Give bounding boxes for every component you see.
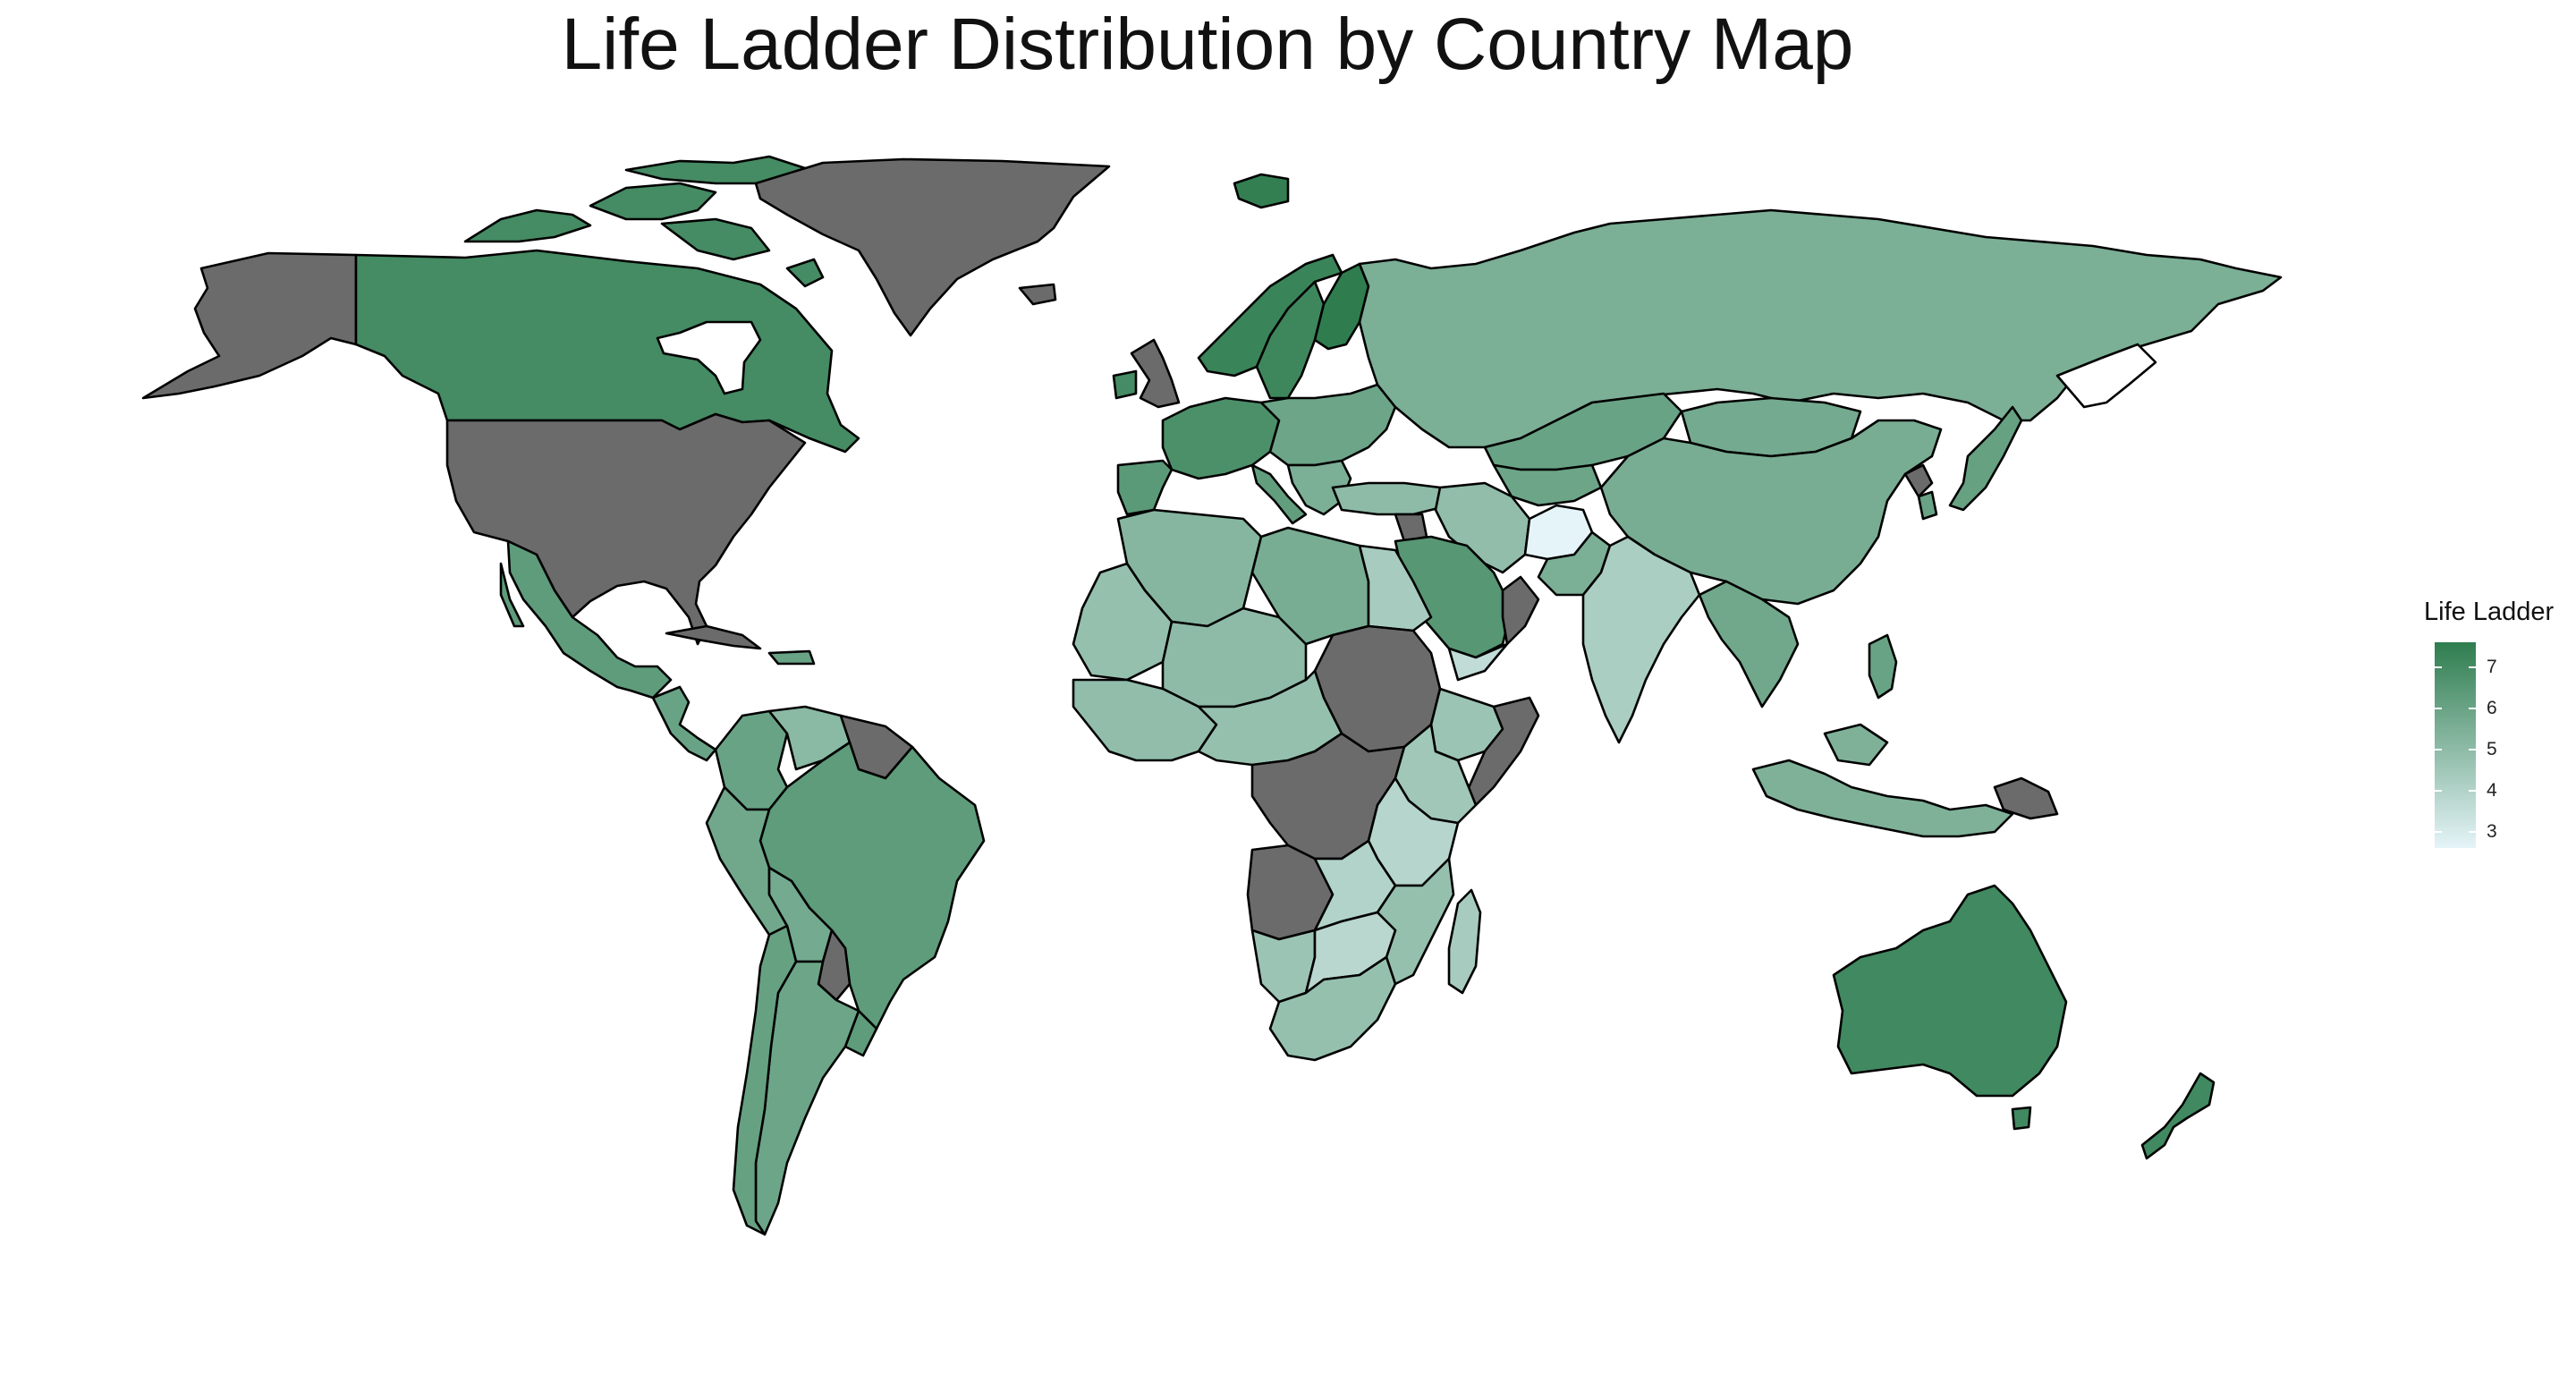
legend-tick-mark — [2435, 748, 2442, 751]
country-indonesia — [1823, 723, 1889, 767]
country-canada — [785, 258, 825, 288]
country-canada — [354, 249, 860, 454]
country-iceland — [1233, 173, 1290, 209]
country-iberia — [1116, 459, 1174, 516]
country-south-korea — [1917, 490, 1938, 521]
country-north-korea — [1903, 463, 1934, 498]
country-mexico — [506, 539, 673, 700]
country-madagascar — [1447, 888, 1482, 995]
legend-tick-mark — [2469, 748, 2476, 751]
legend-color-bar — [2435, 642, 2476, 848]
map-title: Life Ladder Distribution by Country Map — [561, 4, 1854, 85]
legend: Life Ladder 7 6 5 4 3 — [2424, 598, 2576, 866]
country-united-kingdom — [1130, 338, 1181, 409]
legend-title: Life Ladder — [2424, 598, 2555, 626]
country-canada — [660, 217, 771, 261]
country-norway — [1197, 253, 1343, 377]
country-canada — [589, 182, 717, 221]
country-southeast-asia — [1698, 580, 1800, 708]
country-south-africa — [1268, 955, 1397, 1062]
country-mexico — [499, 562, 525, 628]
country-canada — [656, 320, 762, 395]
country-united-states — [445, 412, 807, 646]
country-greenland — [1018, 283, 1057, 306]
country-australia — [1832, 884, 2068, 1098]
country-egypt — [1358, 544, 1433, 632]
legend-tick-mark — [2469, 830, 2476, 833]
legend-tick-mark — [2435, 789, 2442, 792]
legend-tick-mark — [2435, 830, 2442, 833]
country-papua-new-guinea — [1993, 776, 2059, 820]
legend-tick-mark — [2469, 707, 2476, 709]
legend-tick-label: 6 — [2487, 697, 2497, 718]
country-canada — [463, 208, 592, 243]
legend-tick-mark — [2435, 666, 2442, 668]
country-india — [1581, 535, 1701, 744]
legend-tick-mark — [2469, 789, 2476, 792]
country-eastern-europe — [1259, 383, 1397, 467]
country-greenland — [754, 157, 1111, 337]
country-yemen — [1447, 642, 1509, 682]
country-indonesia — [1751, 759, 2014, 838]
legend-tick-label: 3 — [2487, 820, 2497, 842]
country-philippines — [1868, 633, 1898, 700]
legend-tick-mark — [2469, 666, 2476, 668]
legend-tick-label: 4 — [2487, 779, 2497, 801]
country-somalia — [1465, 696, 1540, 807]
country-central-america — [651, 685, 717, 762]
country-oman — [1501, 575, 1540, 646]
country-turkey — [1331, 481, 1451, 516]
country-ireland — [1112, 369, 1138, 400]
country-italy — [1250, 463, 1308, 525]
country-cuba — [665, 624, 762, 650]
legend-tick-mark — [2435, 707, 2442, 709]
legend-tick-label: 5 — [2487, 738, 2497, 759]
country-alaska — [141, 251, 358, 400]
country-iran — [1434, 481, 1531, 574]
country-russia — [2055, 343, 2157, 409]
country-western-europe — [1161, 396, 1281, 480]
country-chile — [732, 924, 798, 1236]
country-west-africa — [1072, 678, 1218, 762]
country-australia — [2011, 1106, 2032, 1131]
country-new-zealand — [2140, 1072, 2216, 1160]
country-japan — [1948, 405, 2023, 512]
country-western-sahara-mauritania — [1072, 562, 1174, 682]
country-central-america — [767, 649, 816, 666]
legend-tick-label: 7 — [2487, 656, 2497, 677]
